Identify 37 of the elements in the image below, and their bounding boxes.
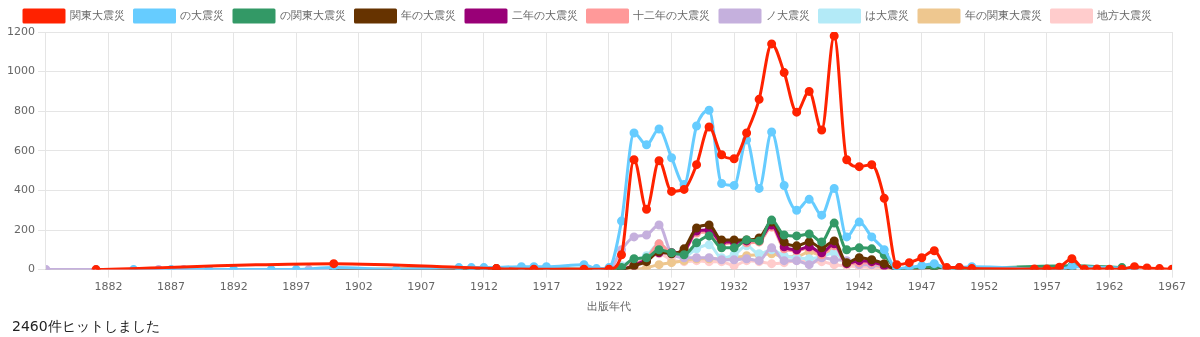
x-tick-label: 1957	[1032, 280, 1061, 294]
y-tick-label: 0	[27, 262, 35, 276]
x-tick-label: 1882	[94, 280, 123, 294]
legend-label: 二年の大震災	[511, 8, 578, 22]
legend-label: ノ大震災	[765, 8, 810, 22]
x-tick-label: 1947	[907, 280, 936, 294]
x-tick-label: 1917	[532, 280, 561, 294]
legend-label: 関東大震災	[69, 8, 125, 22]
x-tick-label: 1932	[720, 280, 749, 294]
x-tick-label: 1942	[845, 280, 874, 294]
x-tick-label: 1952	[970, 280, 999, 294]
y-tick-label: 1200	[6, 24, 35, 38]
x-tick-label: 1907	[407, 280, 436, 294]
y-tick-label: 200	[13, 222, 35, 236]
x-tick-label: 1962	[1095, 280, 1124, 294]
legend-label: 地方大震災	[1096, 8, 1152, 22]
x-tick-label: 1892	[219, 280, 248, 294]
x-tick-label: 1937	[782, 280, 811, 294]
legend-label: の大震災	[180, 8, 224, 22]
x-tick-label: 1927	[657, 280, 686, 294]
text: 2460件ヒットしました	[12, 318, 161, 335]
x-tick-label: 1912	[469, 280, 498, 294]
legend-label: の関東大震災	[279, 8, 346, 22]
x-tick-label: 1887	[157, 280, 186, 294]
y-tick-label: 400	[13, 183, 35, 197]
legend-label: 年の関東大震災	[964, 8, 1042, 22]
x-tick-label: 1922	[595, 280, 623, 294]
legend-label: 年の大震災	[401, 8, 456, 22]
y-tick-label: 600	[13, 143, 35, 157]
y-tick-label: 1000	[6, 64, 35, 78]
y-tick-label: 800	[13, 104, 35, 118]
legend-label: 十二年の大震災	[633, 8, 710, 22]
legend-label: は大震災	[865, 8, 909, 22]
x-tick-label: 1967	[1158, 280, 1186, 294]
x-tick-label: 1897	[282, 280, 311, 294]
x-tick-label: 1902	[344, 280, 373, 294]
x-axis-title: 出版年代	[587, 300, 631, 314]
